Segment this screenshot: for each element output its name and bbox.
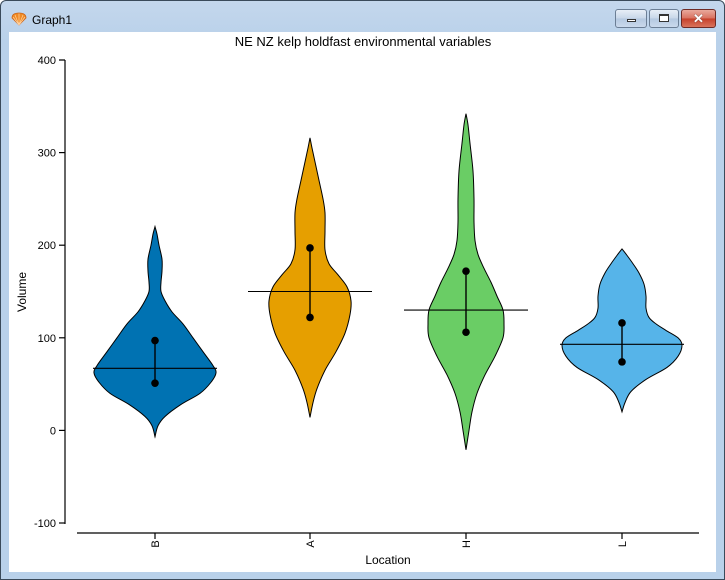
violin-plot: NE NZ kelp holdfast environmental variab… [15,34,699,567]
x-tick-label-H: H [461,540,473,548]
ci-lower-point [618,358,626,366]
violin-L [560,248,684,414]
x-axis-label: Location [365,553,410,567]
ci-upper-point [618,319,626,327]
x-tick-label-B: B [150,540,162,547]
y-tick-label: 200 [38,240,56,252]
minimize-icon [627,19,636,22]
title-bar[interactable]: Graph1 ✕ [1,1,724,32]
y-tick-label: 300 [38,148,56,160]
violin-H [404,113,528,450]
minimize-button[interactable] [615,9,647,28]
ci-lower-point [462,328,470,337]
ci-upper-point [151,336,159,345]
close-icon: ✕ [693,11,704,26]
ci-upper-point [462,267,470,275]
violin-B [93,224,217,439]
maximize-button[interactable] [649,9,679,28]
chart-area: NE NZ kelp holdfast environmental variab… [9,32,716,572]
maximize-icon [659,14,669,22]
x-tick-label-L: L [617,541,629,547]
y-tick-label: -100 [34,518,56,530]
violins [93,113,684,450]
ci-upper-point [306,244,314,252]
ci-lower-point [306,313,314,322]
window-title: Graph1 [32,13,73,27]
close-button[interactable]: ✕ [681,9,716,28]
y-axis-label: Volume [15,272,29,312]
y-tick-label: 0 [50,425,56,437]
chart-title: NE NZ kelp holdfast environmental variab… [235,34,492,49]
x-tick-label-A: A [305,540,317,548]
y-tick-label: 100 [38,333,56,345]
y-tick-label: 400 [38,55,56,67]
x-axis: B A H L Location [77,532,699,567]
y-axis: -100 0 100 200 300 400 Volume [15,55,66,530]
ci-lower-point [151,379,159,387]
shell-app-icon [11,12,27,26]
violin-A [248,137,372,418]
